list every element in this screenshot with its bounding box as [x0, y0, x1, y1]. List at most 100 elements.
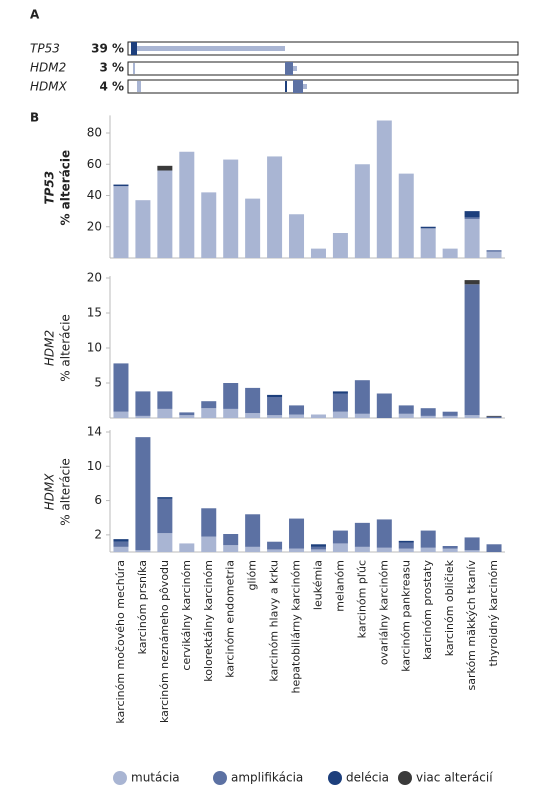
x-tick-label: thyroidný karcinóm [487, 560, 500, 667]
bar-segment [420, 530, 436, 548]
x-tick-label: glióm [246, 560, 259, 591]
x-tick-label: karcinóm pankreasu [399, 560, 412, 672]
bar-segment [442, 548, 458, 552]
bar-segment [332, 411, 348, 418]
bar-segment [245, 514, 261, 547]
percent-label: 4 % [99, 80, 124, 94]
bar-segment [354, 546, 370, 552]
y-tick-label: 40 [87, 188, 102, 202]
bar-segment [267, 397, 283, 416]
bar-segment [486, 415, 502, 417]
bar-segment [289, 548, 305, 552]
bar-segment [179, 412, 195, 416]
legend-swatch [398, 771, 412, 785]
bar-segment [113, 363, 129, 412]
bar-segment [442, 546, 458, 549]
bar-segment [398, 542, 414, 549]
bar-segment [420, 547, 436, 552]
bar-segment [310, 414, 326, 418]
bar-segment [376, 519, 392, 548]
bar-segment [332, 391, 348, 394]
bar-segment [223, 159, 239, 258]
bar-segment [398, 173, 414, 258]
bar-segment [464, 284, 480, 416]
bar-segment [464, 211, 480, 218]
bar-segment [486, 416, 502, 418]
x-tick-label: karcinóm hlavy a krku [268, 560, 281, 682]
bar-segment [267, 394, 283, 397]
panel-label: A [30, 8, 40, 22]
y-tick-label: 20 [87, 219, 102, 233]
bar-segment [442, 248, 458, 258]
bar-segment [354, 522, 370, 547]
bar-segment [289, 414, 305, 418]
percent-label: 39 % [91, 42, 124, 56]
y-axis-gene: HDMX [43, 473, 57, 511]
x-tick-label: hepatobiliárny karcinóm [290, 560, 303, 693]
y-tick-label: 10 [87, 341, 102, 355]
bar-segment [157, 170, 173, 258]
bar-segment [267, 415, 283, 418]
bar-segment [179, 151, 195, 258]
bar-segment [354, 413, 370, 418]
bar-segment [486, 250, 502, 252]
y-tick-label: 14 [87, 425, 102, 439]
bar-segment [398, 405, 414, 414]
bar-segment [267, 156, 283, 258]
legend-label: viac alterácií [416, 771, 493, 785]
bar-segment [135, 391, 151, 416]
bar-segment [157, 497, 173, 499]
x-tick-label: cervikálny karcinóm [180, 560, 193, 671]
bar-segment [201, 401, 217, 409]
bar-segment [398, 548, 414, 552]
bar-segment [267, 541, 283, 550]
legend-swatch [213, 771, 227, 785]
y-axis-gene: TP53 [43, 171, 57, 205]
y-tick-label: 2 [94, 527, 102, 541]
bar-segment [135, 437, 151, 551]
bar-segment [201, 508, 217, 537]
bar-segment [157, 498, 173, 534]
bar-segment [464, 537, 480, 551]
bar-segment [398, 413, 414, 418]
gene-label: TP53 [30, 42, 60, 56]
bar-segment [332, 543, 348, 552]
x-tick-label: karcinóm neznámeho pôvodu [158, 560, 171, 723]
bar-segment [201, 408, 217, 418]
bar-segment [376, 547, 392, 552]
bar-segment [310, 248, 326, 258]
bar-segment [376, 393, 392, 418]
x-tick-label: karcinóm močového mechúra [114, 560, 127, 724]
bar-segment [113, 184, 129, 187]
bar-segment [179, 415, 195, 418]
bar-segment [420, 228, 436, 258]
legend-label: amplifikácia [231, 771, 303, 785]
x-tick-label: ovariálny karcinóm [377, 560, 390, 665]
bar-segment [464, 218, 480, 258]
bar-segment [420, 415, 436, 418]
bar-segment [376, 120, 392, 258]
bar-segment [464, 280, 480, 285]
bar-segment [442, 415, 458, 418]
bar-segment [201, 536, 217, 552]
bar-segment [245, 198, 261, 258]
bar-segment [332, 233, 348, 258]
bar-segment [245, 387, 261, 414]
x-tick-label: sarkóm mäkkých tkanív [465, 560, 478, 691]
bar-segment [267, 549, 283, 552]
bar-segment [354, 164, 370, 258]
bar-segment [486, 251, 502, 258]
bar-segment [157, 408, 173, 418]
legend-swatch [328, 771, 342, 785]
y-axis-label: % alterácie [59, 150, 73, 226]
bar-segment [201, 192, 217, 258]
bar-segment [223, 408, 239, 418]
bar-segment [135, 200, 151, 258]
bar-segment [113, 186, 129, 258]
y-axis-gene: HDM2 [43, 330, 57, 366]
y-tick-label: 10 [87, 459, 102, 473]
bar-segment [245, 413, 261, 418]
bar-segment [135, 550, 151, 552]
x-tick-label: karcinóm obličiek [443, 559, 456, 656]
